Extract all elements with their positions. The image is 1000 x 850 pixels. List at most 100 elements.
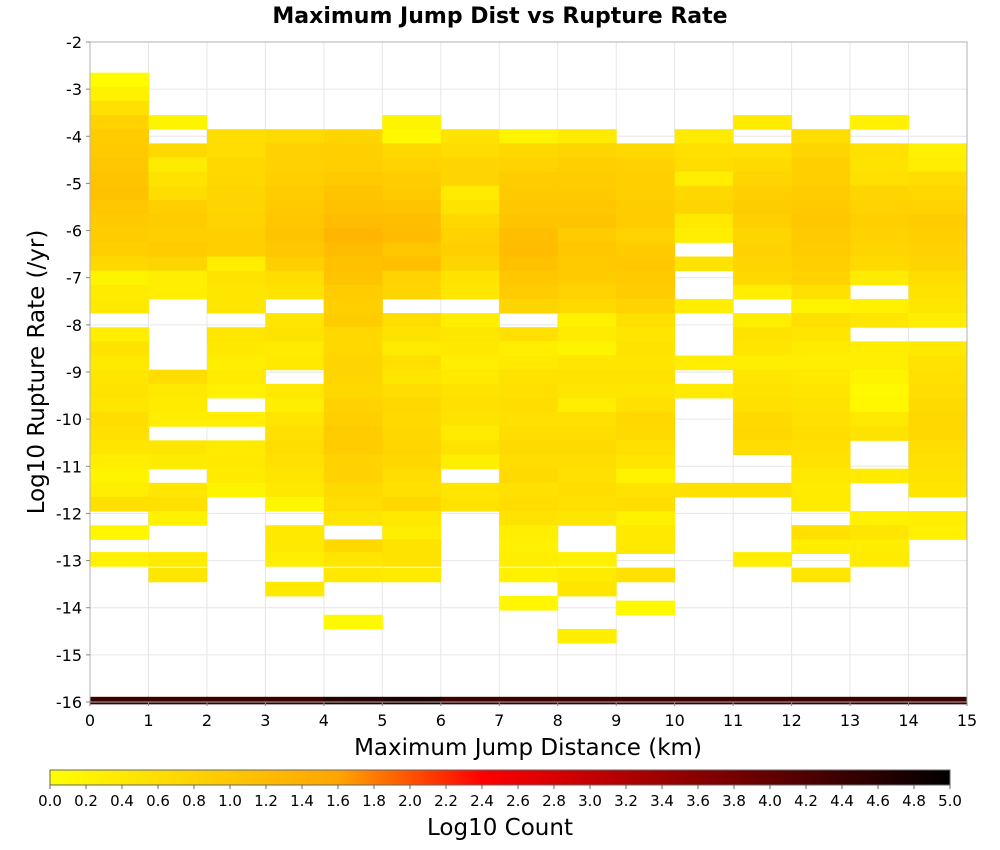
heatmap-cell (733, 313, 793, 328)
heatmap-cell (674, 256, 734, 272)
heatmap-cell (908, 482, 968, 498)
heatmap-cell (499, 383, 559, 399)
heatmap-cell (382, 341, 442, 356)
heatmap-cell (265, 454, 325, 470)
heatmap-cell (733, 341, 793, 356)
heatmap-cell (557, 341, 617, 356)
heatmap-cell (850, 270, 910, 286)
heatmap-cell (791, 157, 851, 173)
y-tick-label: -8 (66, 316, 82, 335)
x-tick-label: 9 (611, 711, 621, 730)
heatmap-cell (206, 157, 266, 173)
heatmap-cell (908, 284, 968, 300)
heatmap-cell (791, 214, 851, 229)
heatmap-cell (382, 539, 442, 554)
heatmap-cell (90, 355, 149, 371)
heatmap-cell (791, 242, 851, 257)
heatmap-cell (323, 552, 383, 567)
heatmap-cell (440, 228, 500, 243)
heatmap-cell (90, 426, 149, 441)
heatmap-cell (148, 199, 208, 215)
heatmap-cell (557, 383, 617, 399)
colorbar-tick-label: 4.0 (758, 792, 782, 810)
heatmap-cell (850, 383, 910, 399)
y-tick-label: -12 (56, 504, 82, 523)
heatmap-cell (616, 440, 676, 455)
heatmap-cell (382, 397, 442, 413)
heatmap-cell (206, 270, 266, 286)
x-tick-label: 13 (840, 711, 860, 730)
heatmap-cell (733, 482, 793, 498)
heatmap-cell (499, 525, 559, 540)
heatmap-cell (323, 511, 383, 526)
heatmap-cell (265, 185, 325, 201)
heatmap-cell (206, 256, 266, 272)
heatmap-cell (908, 511, 968, 526)
heatmap-cell (265, 383, 325, 399)
heatmap-cell (850, 143, 910, 158)
heatmap-cell (850, 552, 910, 567)
heatmap-cell (90, 270, 149, 286)
heatmap-cell (791, 284, 851, 300)
heatmap-cell (791, 496, 851, 512)
heatmap-cell (440, 454, 500, 470)
heatmap-cell (557, 256, 617, 272)
heatmap-cell (323, 496, 383, 512)
y-tick-label: -2 (66, 33, 82, 52)
heatmap-cell (557, 157, 617, 173)
heatmap-cell (616, 256, 676, 272)
heatmap-cell (674, 298, 734, 314)
heatmap-cell (323, 298, 383, 314)
heatmap-cell (382, 468, 442, 484)
heatmap-cell (616, 341, 676, 356)
heatmap-cell (148, 412, 208, 427)
heatmap-cell (323, 214, 383, 229)
heatmap-cell (791, 454, 851, 470)
heatmap-cell (382, 355, 442, 371)
heatmap-cell (148, 214, 208, 229)
colorbar (49, 769, 951, 786)
heatmap-cell (557, 298, 617, 314)
heatmap-cell (265, 341, 325, 356)
heatmap-cell (499, 270, 559, 286)
heatmap-cell (499, 199, 559, 215)
heatmap-cell (908, 143, 968, 158)
heatmap-cell (206, 143, 266, 158)
marginal-strip-cell (206, 696, 266, 705)
y-axis-label: Log10 Rupture Rate (/yr) (24, 230, 50, 515)
heatmap-cell (148, 270, 208, 286)
heatmap-cell (616, 228, 676, 243)
heatmap-cell (440, 214, 500, 229)
heatmap-cell (382, 143, 442, 158)
heatmap-cell (908, 369, 968, 385)
heatmap-cell (733, 552, 793, 567)
y-tick-label: -16 (56, 693, 82, 712)
heatmap-cell (733, 270, 793, 286)
colorbar-tick-label: 3.4 (650, 792, 674, 810)
colorbar-tick-label: 1.2 (254, 792, 278, 810)
heatmap-cell (323, 129, 383, 144)
heatmap-cell (265, 129, 325, 144)
colorbar-tick-label: 0.4 (110, 792, 134, 810)
heatmap-cell (440, 369, 500, 385)
heatmap-cell (90, 284, 149, 300)
marginal-strip-cell (499, 696, 559, 705)
heatmap-cell (206, 327, 266, 342)
heatmap-cell (265, 581, 325, 597)
heatmap-cell (850, 171, 910, 187)
heatmap-cell (908, 454, 968, 470)
heatmap-cell (499, 412, 559, 427)
heatmap-cell (206, 129, 266, 144)
heatmap-cell (791, 199, 851, 215)
y-tick-label: -9 (66, 363, 82, 382)
heatmap-cell (382, 412, 442, 427)
heatmap-cell (499, 397, 559, 413)
colorbar-tick-label: 1.8 (362, 792, 386, 810)
heatmap-cell (148, 454, 208, 470)
heatmap-cell (265, 284, 325, 300)
heatmap-cell (499, 511, 559, 526)
heatmap-cell (616, 171, 676, 187)
heatmap-cell (733, 199, 793, 215)
heatmap-cell (206, 341, 266, 356)
heatmap-cell (90, 341, 149, 356)
